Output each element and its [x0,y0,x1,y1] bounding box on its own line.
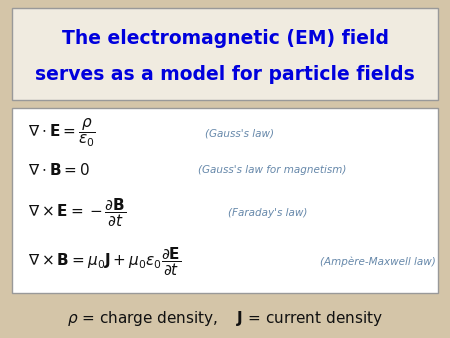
Text: The electromagnetic (EM) field: The electromagnetic (EM) field [62,28,388,48]
Text: $\nabla \times \mathbf{B} = \mu_0 \mathbf{J} + \mu_0 \varepsilon_0 \dfrac{\parti: $\nabla \times \mathbf{B} = \mu_0 \mathb… [28,246,181,279]
Text: (Gauss's law for magnetism): (Gauss's law for magnetism) [198,165,346,175]
Text: $\rho$ = charge density,    $\mathbf{J}$ = current density: $\rho$ = charge density, $\mathbf{J}$ = … [67,309,383,328]
Text: $\nabla \times \mathbf{E} = -\dfrac{\partial \mathbf{B}}{\partial t}$: $\nabla \times \mathbf{E} = -\dfrac{\par… [28,197,126,230]
Text: (Gauss's law): (Gauss's law) [205,128,274,138]
Text: (Faraday's law): (Faraday's law) [228,208,307,218]
Text: $\nabla \cdot \mathbf{B} = 0$: $\nabla \cdot \mathbf{B} = 0$ [28,162,90,178]
FancyBboxPatch shape [12,8,438,100]
Text: (Ampère-Maxwell law): (Ampère-Maxwell law) [320,257,436,267]
Text: $\nabla \cdot \mathbf{E} = \dfrac{\rho}{\varepsilon_0}$: $\nabla \cdot \mathbf{E} = \dfrac{\rho}{… [28,117,96,149]
Text: serves as a model for particle fields: serves as a model for particle fields [35,66,415,84]
FancyBboxPatch shape [12,108,438,293]
